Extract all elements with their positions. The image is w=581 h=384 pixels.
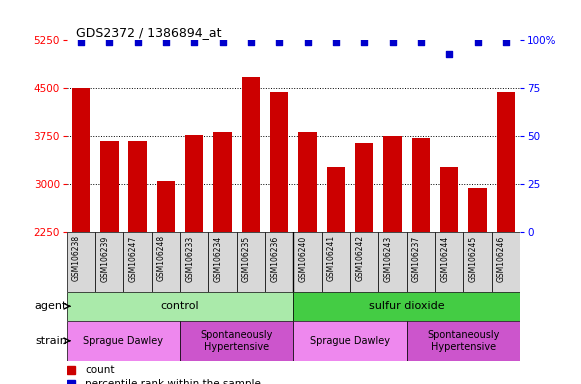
Point bbox=[501, 39, 511, 45]
Point bbox=[444, 51, 454, 57]
Bar bbox=[157, 181, 175, 232]
Bar bbox=[299, 132, 317, 232]
Text: GSM106235: GSM106235 bbox=[242, 235, 251, 281]
Bar bbox=[407, 321, 520, 361]
Bar bbox=[67, 321, 180, 361]
Text: GSM106233: GSM106233 bbox=[185, 235, 194, 281]
Bar bbox=[95, 232, 123, 292]
Bar bbox=[327, 167, 345, 232]
Text: GSM106243: GSM106243 bbox=[383, 235, 393, 281]
Point bbox=[246, 39, 256, 45]
Text: GSM106248: GSM106248 bbox=[157, 235, 166, 281]
Bar bbox=[270, 92, 288, 232]
Text: GSM106244: GSM106244 bbox=[440, 235, 449, 281]
Point bbox=[218, 39, 227, 45]
Text: count: count bbox=[85, 365, 114, 375]
Bar bbox=[322, 232, 350, 292]
Bar bbox=[128, 141, 147, 232]
Text: Spontaneously
Hypertensive: Spontaneously Hypertensive bbox=[200, 330, 273, 352]
Text: sulfur dioxide: sulfur dioxide bbox=[369, 301, 444, 311]
Bar bbox=[492, 232, 520, 292]
Text: GSM106238: GSM106238 bbox=[72, 235, 81, 281]
Bar bbox=[100, 141, 119, 232]
Text: Sprague Dawley: Sprague Dawley bbox=[84, 336, 163, 346]
Bar bbox=[185, 135, 203, 232]
Bar bbox=[355, 143, 374, 232]
Bar bbox=[209, 232, 237, 292]
Bar bbox=[293, 321, 407, 361]
Bar bbox=[242, 77, 260, 232]
Point bbox=[331, 39, 340, 45]
Point bbox=[162, 39, 171, 45]
Bar bbox=[497, 92, 515, 232]
Point bbox=[189, 39, 199, 45]
Bar bbox=[412, 138, 430, 232]
Point bbox=[416, 39, 425, 45]
Bar bbox=[265, 232, 293, 292]
Bar bbox=[237, 232, 265, 292]
Text: control: control bbox=[161, 301, 199, 311]
Text: Sprague Dawley: Sprague Dawley bbox=[310, 336, 390, 346]
Bar bbox=[123, 232, 152, 292]
Bar bbox=[293, 232, 322, 292]
Bar bbox=[468, 187, 487, 232]
Bar bbox=[72, 88, 90, 232]
Text: GDS2372 / 1386894_at: GDS2372 / 1386894_at bbox=[76, 26, 221, 39]
Bar bbox=[180, 321, 293, 361]
Point bbox=[105, 39, 114, 45]
Point bbox=[388, 39, 397, 45]
Bar bbox=[440, 167, 458, 232]
Text: GSM106241: GSM106241 bbox=[327, 235, 336, 281]
Text: GSM106236: GSM106236 bbox=[270, 235, 279, 281]
Point bbox=[303, 39, 312, 45]
Text: GSM106242: GSM106242 bbox=[355, 235, 364, 281]
Text: agent: agent bbox=[34, 301, 67, 311]
Bar bbox=[383, 136, 401, 232]
Bar bbox=[67, 292, 293, 321]
Bar bbox=[407, 232, 435, 292]
Point bbox=[360, 39, 369, 45]
Point bbox=[473, 39, 482, 45]
Text: GSM106246: GSM106246 bbox=[497, 235, 506, 281]
Text: strain: strain bbox=[35, 336, 67, 346]
Bar bbox=[180, 232, 209, 292]
Bar bbox=[350, 232, 378, 292]
Text: GSM106234: GSM106234 bbox=[214, 235, 223, 281]
Point bbox=[76, 39, 85, 45]
Bar bbox=[435, 232, 464, 292]
Text: GSM106245: GSM106245 bbox=[468, 235, 478, 281]
Text: GSM106240: GSM106240 bbox=[299, 235, 307, 281]
Point bbox=[275, 39, 284, 45]
Bar bbox=[67, 232, 95, 292]
Text: GSM106247: GSM106247 bbox=[128, 235, 138, 281]
Text: GSM106239: GSM106239 bbox=[101, 235, 109, 281]
Bar bbox=[213, 132, 232, 232]
Bar bbox=[378, 232, 407, 292]
Point bbox=[133, 39, 142, 45]
Text: GSM106237: GSM106237 bbox=[412, 235, 421, 281]
Text: percentile rank within the sample: percentile rank within the sample bbox=[85, 379, 261, 384]
Bar bbox=[152, 232, 180, 292]
Bar bbox=[293, 292, 520, 321]
Bar bbox=[464, 232, 492, 292]
Text: Spontaneously
Hypertensive: Spontaneously Hypertensive bbox=[427, 330, 500, 352]
